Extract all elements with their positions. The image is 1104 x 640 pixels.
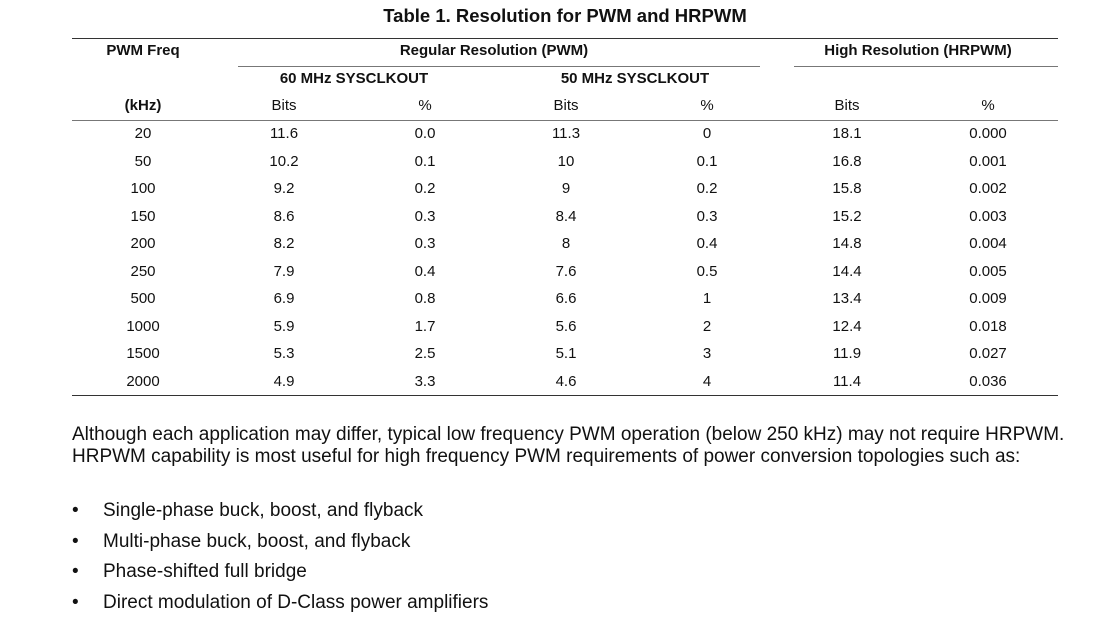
header-khz-unit: (kHz) [124, 97, 162, 114]
cell-percent-50mhz: 0.1 [696, 152, 718, 170]
cell-percent-50mhz: 0.2 [696, 180, 718, 197]
header-percent-50mhz: % [700, 97, 714, 114]
cell-percent-50mhz: 0.3 [696, 207, 718, 225]
cell-percent-60mhz: 0.2 [414, 180, 436, 197]
cell-percent-hrpwm: 0.036 [969, 372, 1007, 390]
cell-bits-50mhz: 7.6 [555, 262, 577, 280]
cell-bits-50mhz: 4.6 [555, 372, 577, 390]
cell-bits-50mhz: 10 [557, 152, 575, 170]
cell-pwm-freq: 250 [130, 262, 156, 280]
cell-percent-50mhz: 2 [702, 317, 712, 335]
header-percent-60mhz: % [418, 97, 432, 114]
cell-percent-hrpwm: 0.001 [969, 152, 1007, 170]
header-high-resolution: High Resolution (HRPWM) [824, 42, 1012, 59]
cell-bits-60mhz: 10.2 [269, 152, 299, 170]
header-bits-hrpwm: Bits [834, 97, 860, 114]
cell-percent-hrpwm: 0.002 [969, 180, 1007, 197]
cell-bits-60mhz: 7.9 [273, 262, 295, 280]
cell-bits-60mhz: 11.6 [269, 125, 299, 142]
header-60mhz-sysclkout: 60 MHz SYSCLKOUT [279, 70, 429, 87]
cell-bits-hrpwm: 16.8 [832, 152, 862, 170]
cell-percent-60mhz: 0.8 [414, 290, 436, 307]
header-bottom-rule [72, 120, 1058, 121]
bullet-dot-icon: • [72, 530, 79, 552]
hrpwm-group-rule [794, 66, 1058, 67]
cell-percent-hrpwm: 0.004 [969, 235, 1007, 252]
cell-percent-60mhz: 2.5 [414, 345, 436, 362]
cell-bits-hrpwm: 12.4 [832, 317, 862, 335]
cell-bits-hrpwm: 11.4 [832, 372, 862, 390]
cell-bits-60mhz: 4.9 [273, 372, 295, 390]
cell-bits-50mhz: 11.3 [551, 125, 581, 142]
header-regular-resolution: Regular Resolution (PWM) [399, 42, 589, 59]
cell-percent-60mhz: 3.3 [414, 372, 436, 390]
cell-bits-50mhz: 6.6 [555, 290, 577, 307]
cell-percent-50mhz: 4 [702, 372, 712, 390]
cell-percent-50mhz: 0.5 [696, 262, 718, 280]
header-bits-50mhz: Bits [553, 97, 579, 114]
cell-bits-60mhz: 5.9 [273, 317, 295, 335]
cell-bits-hrpwm: 14.4 [832, 262, 862, 280]
header-percent-hrpwm: % [981, 97, 995, 114]
cell-percent-60mhz: 0.0 [414, 125, 436, 142]
bullet-text: Phase-shifted full bridge [103, 561, 307, 582]
cell-bits-hrpwm: 18.1 [832, 125, 862, 142]
cell-pwm-freq: 200 [130, 235, 156, 252]
bullet-text: Direct modulation of D-Class power ampli… [103, 591, 489, 613]
header-50mhz-sysclkout: 50 MHz SYSCLKOUT [560, 70, 710, 87]
bullet-dot-icon: • [72, 591, 79, 613]
cell-bits-50mhz: 5.6 [555, 317, 577, 335]
cell-percent-50mhz: 1 [702, 290, 712, 307]
cell-bits-hrpwm: 13.4 [832, 290, 862, 307]
cell-percent-60mhz: 1.7 [414, 317, 436, 335]
table-top-rule [72, 38, 1058, 39]
cell-percent-hrpwm: 0.000 [969, 125, 1007, 142]
cell-pwm-freq: 1000 [126, 317, 160, 335]
header-pwm-freq: PWM Freq [106, 42, 180, 59]
cell-bits-50mhz: 5.1 [555, 345, 577, 362]
cell-percent-hrpwm: 0.005 [969, 262, 1007, 280]
cell-bits-50mhz: 9 [561, 180, 571, 197]
table-bottom-rule [72, 395, 1058, 396]
bullet-text: Multi-phase buck, boost, and flyback [103, 530, 411, 552]
bullet-dot-icon: • [72, 500, 79, 521]
cell-bits-60mhz: 5.3 [273, 345, 295, 362]
cell-bits-hrpwm: 15.2 [832, 207, 862, 225]
cell-percent-hrpwm: 0.003 [969, 207, 1007, 225]
cell-percent-50mhz: 0.4 [696, 235, 718, 252]
cell-pwm-freq: 150 [130, 207, 156, 225]
regular-group-rule [238, 66, 760, 67]
cell-pwm-freq: 100 [130, 180, 156, 197]
cell-percent-hrpwm: 0.027 [969, 345, 1007, 362]
cell-percent-60mhz: 0.3 [414, 235, 436, 252]
cell-bits-hrpwm: 14.8 [832, 235, 862, 252]
cell-bits-60mhz: 8.6 [273, 207, 295, 225]
cell-pwm-freq: 50 [134, 152, 152, 170]
cell-bits-hrpwm: 15.8 [832, 180, 862, 197]
cell-pwm-freq: 500 [130, 290, 156, 307]
cell-percent-60mhz: 0.3 [414, 207, 436, 225]
cell-bits-60mhz: 6.9 [273, 290, 295, 307]
bullet-text: Single-phase buck, boost, and flyback [103, 500, 424, 521]
cell-pwm-freq: 2000 [126, 372, 160, 390]
cell-percent-50mhz: 3 [702, 345, 712, 362]
cell-percent-hrpwm: 0.018 [969, 317, 1007, 335]
cell-percent-60mhz: 0.4 [414, 262, 436, 280]
cell-bits-60mhz: 8.2 [273, 235, 295, 252]
cell-pwm-freq: 1500 [126, 345, 160, 362]
cell-percent-hrpwm: 0.009 [969, 290, 1007, 307]
bullet-dot-icon: • [72, 561, 79, 582]
cell-bits-60mhz: 9.2 [273, 180, 295, 197]
cell-bits-hrpwm: 11.9 [832, 345, 862, 362]
body-paragraph: Although each application may differ, ty… [72, 424, 1065, 467]
cell-bits-50mhz: 8 [561, 235, 571, 252]
header-bits-60mhz: Bits [271, 97, 297, 114]
table-caption: Table 1. Resolution for PWM and HRPWM [383, 5, 747, 26]
cell-percent-60mhz: 0.1 [414, 152, 436, 170]
cell-pwm-freq: 20 [134, 125, 152, 142]
cell-bits-50mhz: 8.4 [555, 207, 577, 225]
cell-percent-50mhz: 0 [702, 125, 712, 142]
